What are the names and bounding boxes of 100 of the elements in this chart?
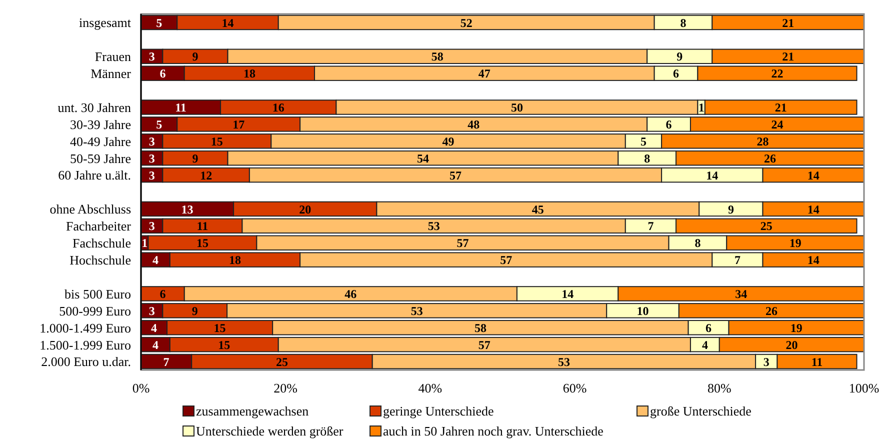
data-label: 24: [771, 118, 784, 132]
data-label: 53: [428, 219, 440, 234]
data-label: 6: [706, 320, 712, 335]
data-label: 13: [181, 202, 194, 216]
data-label: 58: [431, 50, 444, 64]
data-label: 57: [450, 168, 462, 182]
data-label: 28: [756, 134, 769, 148]
data-label: 11: [175, 100, 186, 115]
data-label: 3: [148, 168, 155, 182]
data-label: 8: [680, 16, 686, 30]
data-label: 6: [160, 287, 166, 302]
y-tick-label: 40-49 Jahre: [70, 134, 132, 149]
data-label: 16: [272, 100, 284, 115]
data-label: 48: [468, 118, 480, 132]
data-label: 20: [786, 338, 798, 352]
data-label: 9: [728, 202, 734, 216]
data-label: 9: [192, 304, 198, 318]
data-label: 14: [222, 16, 234, 30]
y-tick-label: unt. 30 Jahren: [58, 100, 132, 115]
y-tick-label: Frauen: [94, 49, 132, 64]
data-label: 10: [636, 304, 649, 318]
data-label: 19: [789, 236, 802, 250]
data-label: 15: [214, 320, 226, 335]
data-label: 47: [478, 66, 490, 81]
y-tick-label: 2.000 Euro u.dar.: [41, 354, 131, 370]
data-label: 14: [562, 287, 574, 302]
data-label: 1: [142, 236, 148, 250]
y-tick-label: Facharbeiter: [66, 218, 132, 234]
data-label: 11: [196, 219, 208, 234]
data-label: 8: [694, 236, 701, 250]
data-label: 6: [666, 118, 672, 132]
legend-label: zusammengewachsen: [196, 404, 310, 419]
data-label: 9: [192, 151, 198, 166]
x-tick-label: 80%: [707, 380, 732, 396]
data-label: 5: [640, 134, 646, 148]
data-label: 45: [532, 202, 544, 216]
data-label: 4: [702, 338, 708, 352]
y-tick-label: 1.500-1.999 Euro: [40, 337, 131, 352]
data-label: 34: [735, 287, 748, 302]
data-label: 7: [648, 219, 654, 234]
y-tick-label: 60 Jahre u.ält.: [58, 168, 131, 183]
data-label: 14: [807, 202, 820, 216]
data-label: 7: [163, 354, 170, 369]
data-label: 5: [156, 16, 162, 30]
data-label: 3: [763, 354, 770, 369]
x-tick-label: 40%: [418, 380, 442, 396]
data-label: 18: [243, 66, 256, 81]
data-label: 6: [673, 66, 680, 81]
data-label: 4: [152, 338, 158, 352]
data-label: 52: [460, 16, 472, 30]
data-label: 49: [442, 134, 454, 148]
data-label: 14: [807, 168, 820, 182]
data-label: 11: [811, 354, 823, 369]
x-tick-label: 100%: [848, 380, 880, 396]
data-label: 57: [456, 236, 469, 250]
data-label: 3: [148, 50, 155, 64]
data-label: 54: [416, 151, 429, 166]
y-tick-label: ohne Abschluss: [50, 202, 131, 217]
data-label: 22: [771, 66, 784, 81]
y-tick-label: 30-39 Jahre: [70, 116, 132, 132]
data-label: 15: [218, 338, 230, 352]
data-label: 20: [299, 202, 312, 216]
data-label: 9: [676, 50, 683, 64]
data-label: 3: [148, 219, 155, 234]
data-label: 25: [760, 219, 772, 234]
data-label: 4: [151, 320, 158, 335]
data-label: 26: [764, 151, 776, 166]
data-label: 46: [344, 287, 357, 302]
data-label: 57: [500, 253, 512, 268]
y-tick-label: bis 500 Euro: [64, 286, 131, 302]
legend-label: geringe Unterschiede: [383, 404, 494, 419]
data-label: 7: [734, 253, 740, 268]
data-label: 8: [644, 151, 650, 166]
data-label: 3: [148, 304, 155, 318]
data-label: 19: [790, 320, 802, 335]
legend-label: Unterschiede werden größer: [196, 424, 344, 439]
x-tick-label: 60%: [562, 380, 587, 396]
x-tick-label: 20%: [274, 380, 298, 396]
data-label: 3: [148, 134, 155, 148]
data-label: 21: [782, 50, 794, 64]
legend-label: große Unterschiede: [650, 404, 752, 419]
data-label: 14: [706, 168, 718, 182]
data-label: 12: [200, 168, 212, 182]
data-label: 3: [148, 151, 155, 166]
data-label: 5: [156, 118, 162, 132]
data-label: 53: [558, 354, 570, 369]
y-tick-label: 50-59 Jahre: [70, 150, 132, 166]
y-tick-label: 500-999 Euro: [59, 303, 131, 318]
data-label: 21: [774, 100, 787, 115]
y-tick-label: Männer: [90, 66, 132, 82]
data-label: 18: [228, 253, 241, 268]
data-label: 9: [192, 50, 198, 64]
data-label: 26: [765, 304, 778, 318]
y-tick-label: Fachschule: [72, 236, 132, 251]
y-tick-label: Hochschule: [70, 252, 132, 268]
y-tick-label: 1.000-1.499 Euro: [40, 320, 131, 336]
data-label: 1: [698, 100, 704, 115]
data-label: 15: [210, 134, 223, 148]
data-label: 14: [807, 253, 820, 268]
data-label: 4: [152, 253, 158, 268]
